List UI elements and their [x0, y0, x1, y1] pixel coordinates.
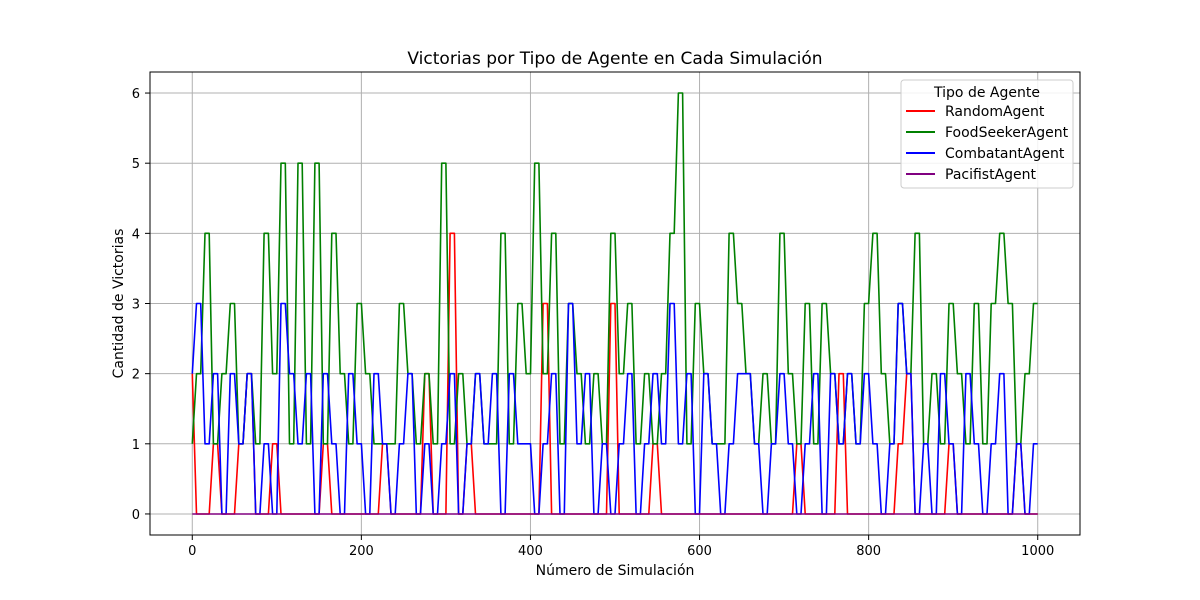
axis-ticks: 0 200 400 600 800 1000 0 1 2 3 4 5 6: [132, 87, 1055, 559]
series-lines: [191, 92, 1038, 515]
legend-label: FoodSeekerAgent: [945, 125, 1069, 141]
legend-label: RandomAgent: [945, 104, 1045, 120]
y-tick-label: 2: [132, 368, 140, 383]
y-tick-label: 5: [132, 157, 140, 172]
x-axis-title: Número de Simulación: [536, 563, 695, 579]
legend: Tipo de Agente RandomAgent FoodSeekerAgen…: [900, 79, 1074, 189]
y-tick-label: 6: [132, 87, 140, 102]
y-axis-title: Cantidad de Victorias: [111, 229, 127, 379]
legend-label: CombatantAgent: [945, 146, 1065, 162]
legend-label: PacifistAgent: [945, 167, 1037, 183]
x-tick-label: 200: [349, 544, 374, 559]
x-tick-label: 800: [856, 544, 881, 559]
x-tick-label: 600: [687, 544, 712, 559]
legend-title: Tipo de Agente: [933, 85, 1040, 101]
y-tick-label: 3: [132, 298, 140, 313]
x-tick-label: 1000: [1021, 544, 1054, 559]
y-tick-label: 4: [132, 227, 140, 242]
chart-title: Victorias por Tipo de Agente en Cada Sim…: [407, 49, 822, 69]
y-tick-label: 1: [132, 438, 140, 453]
x-tick-label: 0: [188, 544, 196, 559]
legend-box: [900, 79, 1074, 189]
y-tick-label: 0: [132, 508, 140, 523]
x-tick-label: 400: [518, 544, 543, 559]
